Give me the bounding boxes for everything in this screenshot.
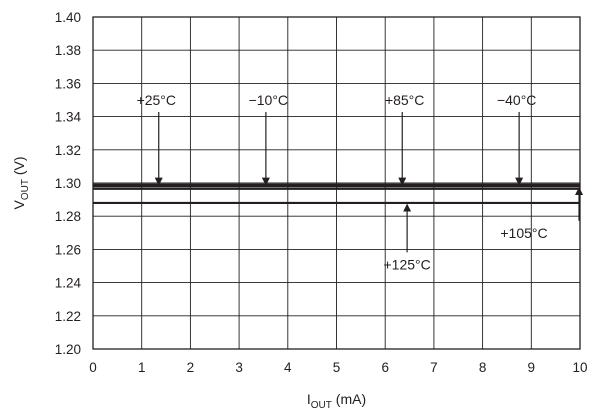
- plot-frame: [92, 16, 581, 350]
- x-axis-title-subscript: OUT: [311, 400, 332, 411]
- y-tick-label: 1.32: [55, 143, 81, 158]
- y-axis-title-main: V: [11, 200, 27, 210]
- y-tick-label: 1.24: [55, 276, 82, 291]
- x-tick-label: 7: [430, 360, 438, 375]
- annotation-label: +125°C: [383, 256, 430, 272]
- x-tick-label: 8: [479, 360, 487, 375]
- y-tick-label: 1.22: [55, 309, 81, 324]
- y-axis-title: VOUT (V): [11, 156, 31, 209]
- annotations: +25°C −10°C +85°C −40°C +105°C +125°C: [137, 92, 584, 272]
- y-tick-label: 1.26: [55, 242, 81, 257]
- annotation-label: −10°C: [249, 92, 288, 108]
- x-tick-label: 10: [572, 360, 587, 375]
- x-tick-label: 9: [528, 360, 536, 375]
- x-tick-label: 0: [89, 360, 97, 375]
- annotation-label: −40°C: [497, 92, 536, 108]
- y-tick-label: 1.38: [55, 43, 81, 58]
- annotation-label: +105°C: [500, 225, 547, 241]
- x-tick-label: 5: [333, 360, 341, 375]
- x-tick-label: 3: [235, 360, 243, 375]
- y-tick-label: 1.40: [55, 10, 81, 25]
- annotation-label: +25°C: [137, 92, 176, 108]
- y-axis-title-unit: (V): [11, 156, 27, 179]
- x-tick-label: 2: [187, 360, 195, 375]
- x-axis-title-unit: (mA): [332, 391, 366, 407]
- y-tick-label: 1.34: [55, 110, 82, 125]
- y-tick-label: 1.36: [55, 76, 81, 91]
- x-tick-labels: 0 1 2 3 4 5 6 7 8 9 10: [89, 360, 587, 375]
- y-tick-label: 1.20: [55, 342, 81, 357]
- x-tick-label: 6: [381, 360, 389, 375]
- annotation-label: +85°C: [385, 92, 424, 108]
- x-tick-label: 4: [284, 360, 292, 375]
- x-tick-label: 1: [138, 360, 146, 375]
- y-tick-label: 1.30: [55, 176, 81, 191]
- series-lines: [93, 183, 580, 205]
- y-tick-labels: 1.20 1.22 1.24 1.26 1.28 1.30 1.32 1.34 1.36 1.38…: [55, 10, 82, 357]
- y-axis-title-subscript: OUT: [20, 179, 31, 200]
- x-axis-title: IOUT (mA): [307, 391, 366, 411]
- y-tick-label: 1.28: [55, 209, 81, 224]
- x-axis-title-main: I: [307, 391, 311, 407]
- grid-lines: [92, 16, 581, 350]
